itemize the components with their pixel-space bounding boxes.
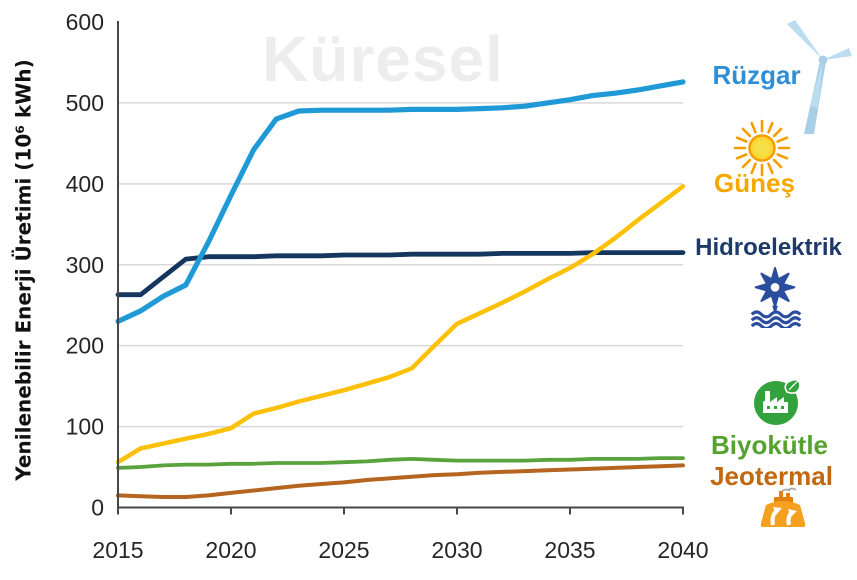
axes: [117, 21, 684, 515]
svg-text:200: 200: [66, 333, 104, 359]
series-line: [116, 456, 685, 470]
series-line: [116, 463, 685, 499]
svg-text:400: 400: [66, 171, 104, 197]
svg-text:0: 0: [91, 495, 104, 521]
hydro-turbine-icon: [750, 266, 802, 328]
svg-text:2040: 2040: [657, 537, 708, 563]
x-tick-labels: 2015 2020 2025 2030 2035 2040: [92, 537, 708, 563]
legend-label-biomass: Biyokütle: [710, 430, 829, 460]
svg-text:500: 500: [66, 90, 104, 116]
biomass-icon: [754, 378, 801, 425]
legend-label-geothermal: Jeotermal: [710, 461, 833, 491]
gridlines: [118, 102, 683, 428]
svg-text:600: 600: [66, 9, 104, 35]
legend: Rüzgar: [680, 0, 857, 580]
svg-text:2035: 2035: [544, 537, 595, 563]
y-tick-labels: 0 100 200 300 400 500 600: [66, 9, 104, 521]
geothermal-icon: [760, 487, 806, 527]
sun-icon: [733, 119, 791, 177]
svg-text:100: 100: [66, 414, 104, 440]
series-lines: [115, 79, 686, 499]
series-line: [115, 79, 686, 324]
svg-text:2015: 2015: [92, 537, 143, 563]
wind-turbine-icon: [787, 20, 852, 134]
svg-text:2025: 2025: [318, 537, 369, 563]
legend-label-sun: Güneş: [714, 168, 795, 198]
series-line: [115, 184, 686, 465]
series-line: [115, 250, 686, 298]
legend-label-hydro: Hidroelektrik: [695, 234, 842, 261]
svg-text:2020: 2020: [205, 537, 256, 563]
watermark: Küresel: [262, 23, 504, 95]
legend-label-wind: Rüzgar: [712, 60, 801, 90]
svg-text:300: 300: [66, 252, 104, 278]
svg-text:2030: 2030: [431, 537, 482, 563]
